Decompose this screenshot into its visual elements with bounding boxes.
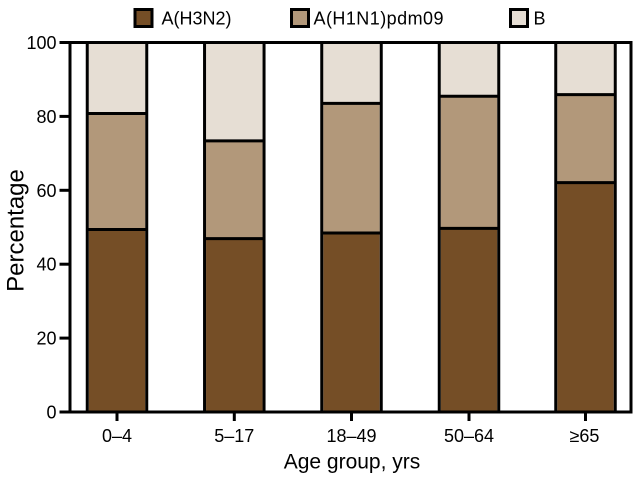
svg-text:0–4: 0–4 — [102, 426, 132, 446]
svg-text:5–17: 5–17 — [214, 426, 254, 446]
svg-text:80: 80 — [36, 107, 56, 127]
svg-text:B: B — [534, 8, 546, 28]
svg-text:60: 60 — [36, 181, 56, 201]
svg-text:100: 100 — [26, 33, 56, 53]
svg-text:18–49: 18–49 — [326, 426, 376, 446]
svg-text:≥65: ≥65 — [570, 426, 600, 446]
svg-text:20: 20 — [36, 329, 56, 349]
svg-text:40: 40 — [36, 255, 56, 275]
svg-text:A(H3N2): A(H3N2) — [162, 8, 232, 28]
svg-text:0: 0 — [46, 403, 56, 423]
svg-text:A(H1N1)pdm09: A(H1N1)pdm09 — [314, 8, 444, 28]
svg-text:Age group, yrs: Age group, yrs — [284, 451, 421, 474]
svg-text:Percentage: Percentage — [3, 169, 30, 292]
svg-text:50–64: 50–64 — [444, 426, 494, 446]
